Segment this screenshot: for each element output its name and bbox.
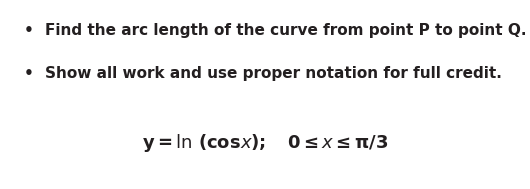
Text: $\mathbf{y = \ln\,(cos{\it x});}\quad\mathbf{0 \leq {\it x} \leq \pi/3}$: $\mathbf{y = \ln\,(cos{\it x});}\quad\ma… [142, 132, 388, 154]
Text: •: • [24, 66, 34, 81]
Text: Find the arc length of the curve from point P to point Q.: Find the arc length of the curve from po… [45, 23, 526, 38]
Text: •: • [24, 23, 34, 38]
Text: Show all work and use proper notation for full credit.: Show all work and use proper notation fo… [45, 66, 502, 81]
